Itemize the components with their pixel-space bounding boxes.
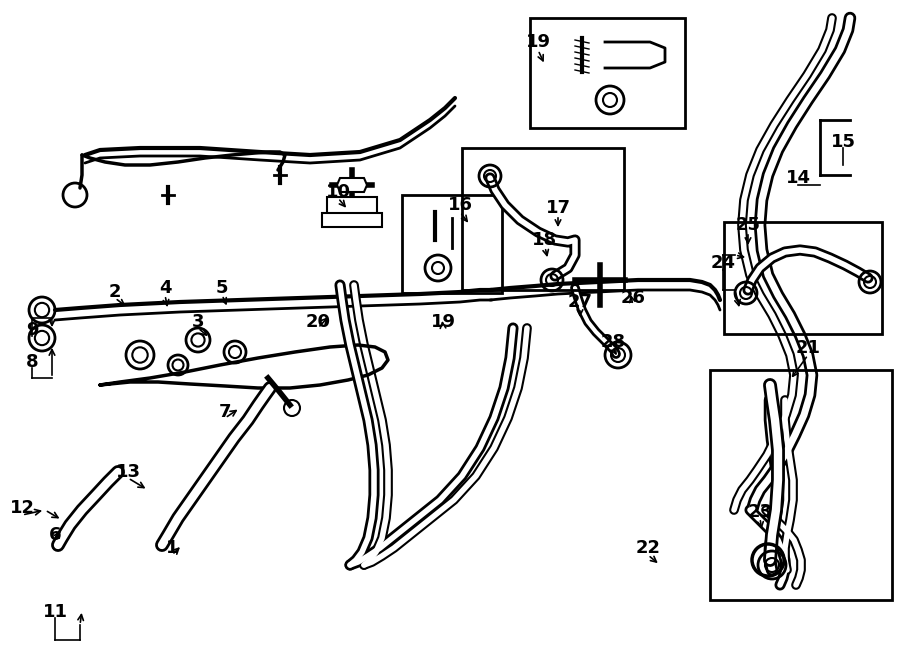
Text: 19: 19 bbox=[430, 313, 455, 331]
Text: 17: 17 bbox=[545, 199, 571, 217]
Text: 23: 23 bbox=[748, 503, 772, 521]
Text: 21: 21 bbox=[796, 339, 821, 357]
Text: 12: 12 bbox=[10, 499, 34, 517]
Text: 8: 8 bbox=[26, 353, 39, 371]
Bar bbox=[530, 18, 685, 128]
Text: 11: 11 bbox=[42, 603, 68, 621]
Text: 1: 1 bbox=[166, 539, 178, 557]
Text: 28: 28 bbox=[600, 333, 626, 351]
Text: 14: 14 bbox=[786, 169, 811, 187]
Text: 2: 2 bbox=[109, 283, 122, 301]
Text: 24: 24 bbox=[710, 254, 735, 272]
Text: 4: 4 bbox=[158, 279, 171, 297]
Text: 13: 13 bbox=[115, 463, 140, 481]
Text: 3: 3 bbox=[192, 313, 204, 331]
Text: 20: 20 bbox=[305, 313, 330, 331]
Polygon shape bbox=[337, 178, 367, 192]
Bar bbox=[724, 222, 882, 334]
Text: 27: 27 bbox=[568, 293, 592, 311]
Bar bbox=[327, 197, 377, 217]
Text: 22: 22 bbox=[635, 539, 661, 557]
Text: 10: 10 bbox=[326, 183, 350, 201]
Bar bbox=[710, 370, 892, 600]
Text: 9: 9 bbox=[26, 321, 38, 339]
Text: 26: 26 bbox=[620, 289, 645, 307]
Bar bbox=[322, 213, 382, 227]
Bar bbox=[462, 148, 624, 290]
Text: 7: 7 bbox=[219, 403, 231, 421]
Text: 15: 15 bbox=[831, 133, 856, 151]
Text: 5: 5 bbox=[216, 279, 229, 297]
Bar bbox=[402, 195, 502, 293]
Text: 18: 18 bbox=[533, 231, 558, 249]
Text: 6: 6 bbox=[49, 526, 61, 544]
Text: 19: 19 bbox=[526, 33, 551, 51]
Text: 25: 25 bbox=[735, 216, 760, 234]
Text: 16: 16 bbox=[447, 196, 473, 214]
